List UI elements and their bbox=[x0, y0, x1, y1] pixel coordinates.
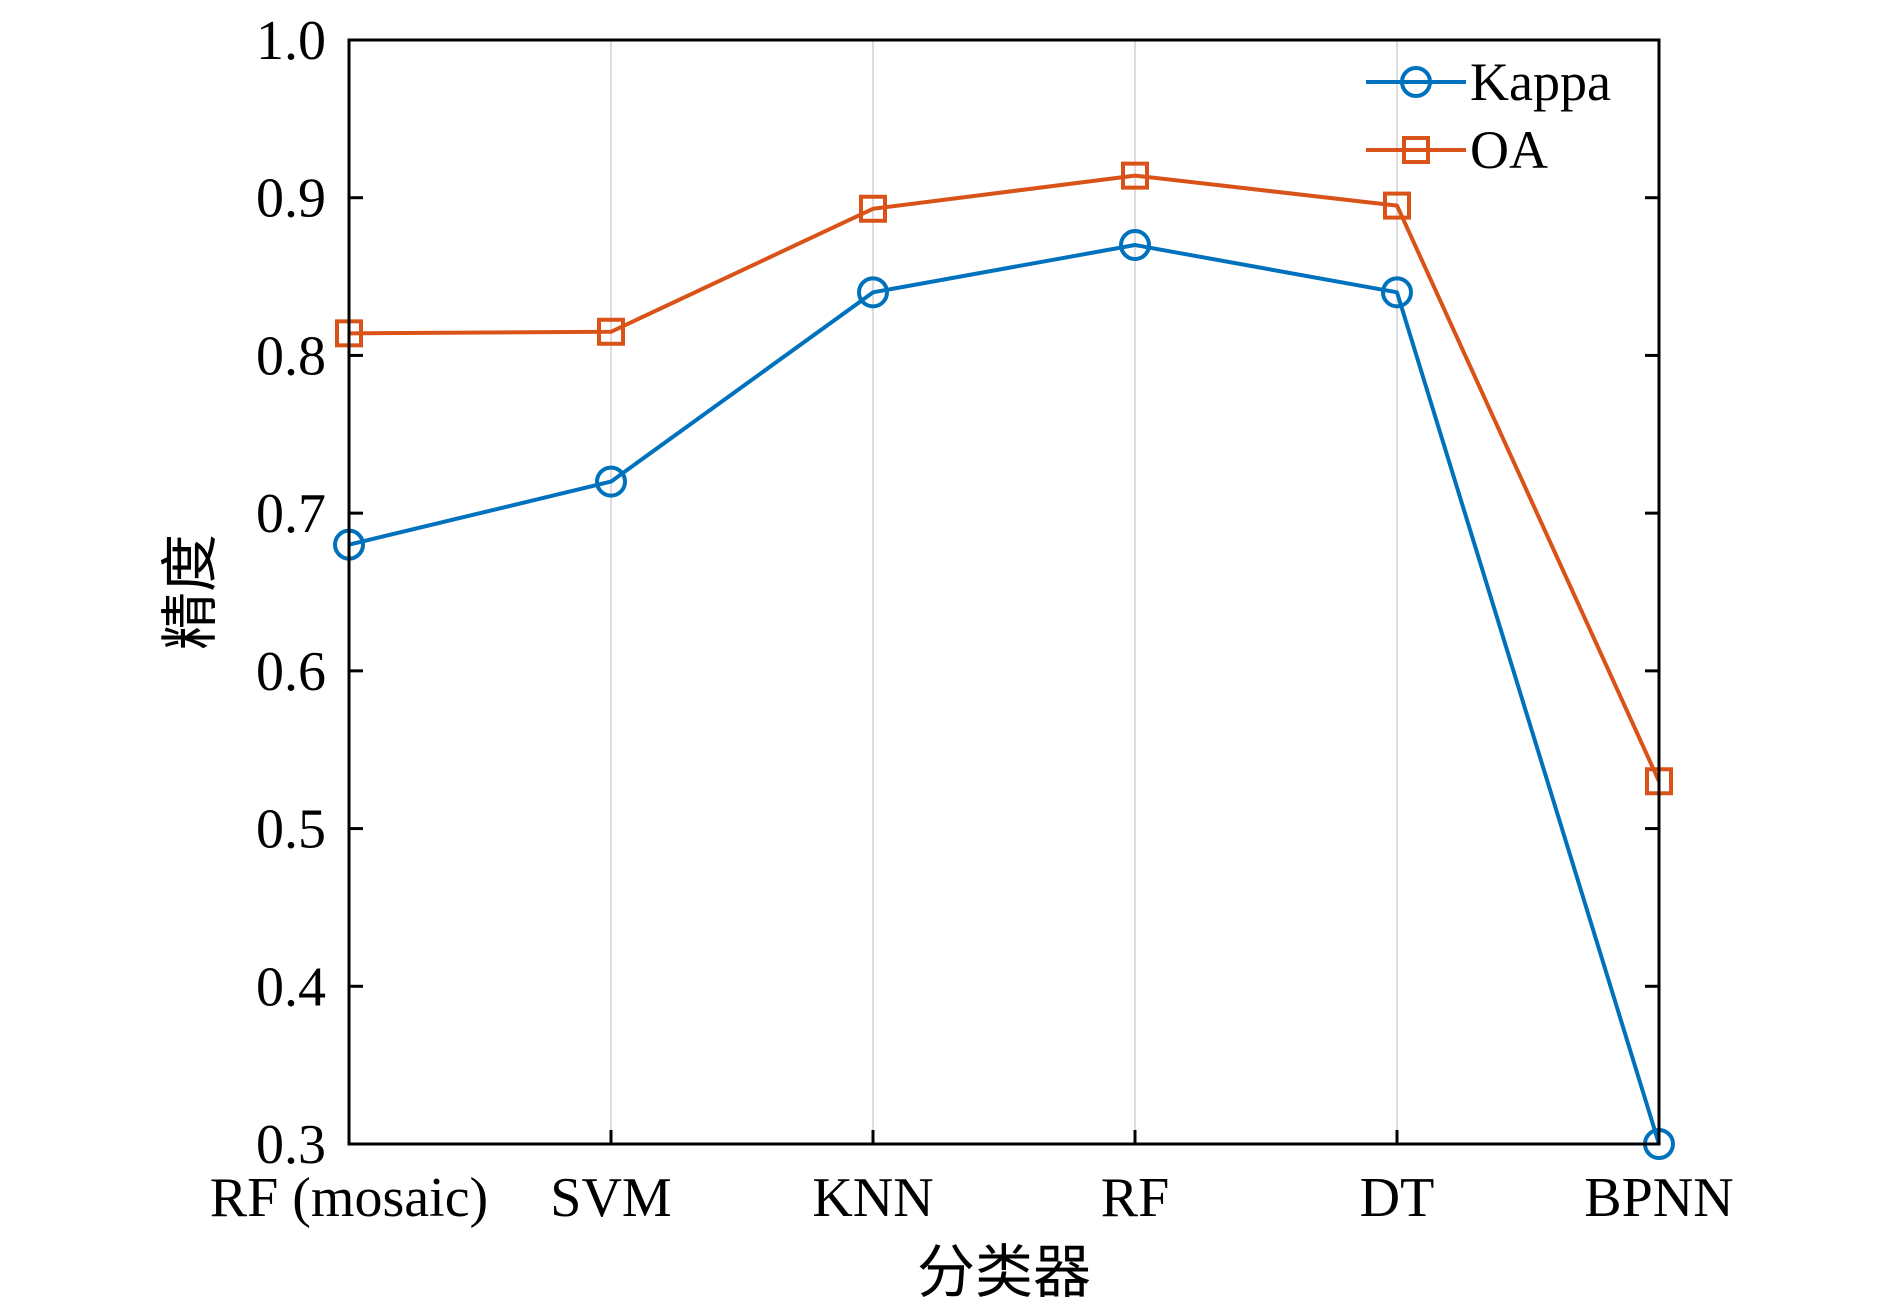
data-point-oa bbox=[1383, 191, 1411, 220]
plot-frame bbox=[347, 38, 1661, 1146]
y-tick-label: 0.7 bbox=[256, 483, 326, 545]
data-point-kappa bbox=[595, 465, 627, 498]
legend-marker-oa bbox=[1402, 136, 1430, 164]
y-tick-label: 0.6 bbox=[256, 641, 326, 703]
x-tick-label: SVM bbox=[550, 1167, 671, 1229]
data-point-kappa bbox=[1381, 276, 1413, 309]
x-tick-label: RF (mosaic) bbox=[210, 1167, 488, 1229]
data-point-kappa bbox=[857, 276, 889, 309]
data-point-oa bbox=[597, 317, 625, 346]
series-line-oa bbox=[348, 173, 1661, 783]
y-tick-label: 0.3 bbox=[256, 1114, 326, 1176]
x-tick-label: BPNN bbox=[1584, 1167, 1733, 1229]
legend-marker-kappa bbox=[1400, 66, 1432, 98]
legend: Kappa OA bbox=[1366, 52, 1611, 180]
grid-lines bbox=[610, 40, 1398, 1144]
x-tick-label: DT bbox=[1360, 1167, 1435, 1229]
x-axis-label: 分类器 bbox=[917, 1240, 1091, 1301]
y-axis-label: 精度 bbox=[158, 534, 223, 650]
y-tick-label: 0.8 bbox=[256, 325, 326, 387]
axis-ticks: RF (mosaic) SVM KNN RF DT BPNN 0.3 0.4 0.5 0.6 0.7… bbox=[210, 10, 1734, 1229]
series-layer bbox=[333, 161, 1675, 1160]
series-line-kappa bbox=[348, 243, 1661, 1145]
y-tick-label: 0.9 bbox=[256, 168, 326, 230]
y-tick-label: 0.5 bbox=[256, 799, 326, 861]
data-point-kappa bbox=[1119, 229, 1151, 262]
y-tick-label: 0.4 bbox=[256, 956, 326, 1018]
legend-label-kappa: Kappa bbox=[1470, 52, 1611, 112]
y-tick-label: 1.0 bbox=[256, 10, 326, 72]
x-tick-label: KNN bbox=[812, 1167, 933, 1229]
data-point-oa bbox=[859, 194, 887, 223]
x-tick-label: RF bbox=[1101, 1167, 1170, 1229]
data-point-oa bbox=[1121, 161, 1149, 190]
legend-label-oa: OA bbox=[1470, 120, 1548, 180]
